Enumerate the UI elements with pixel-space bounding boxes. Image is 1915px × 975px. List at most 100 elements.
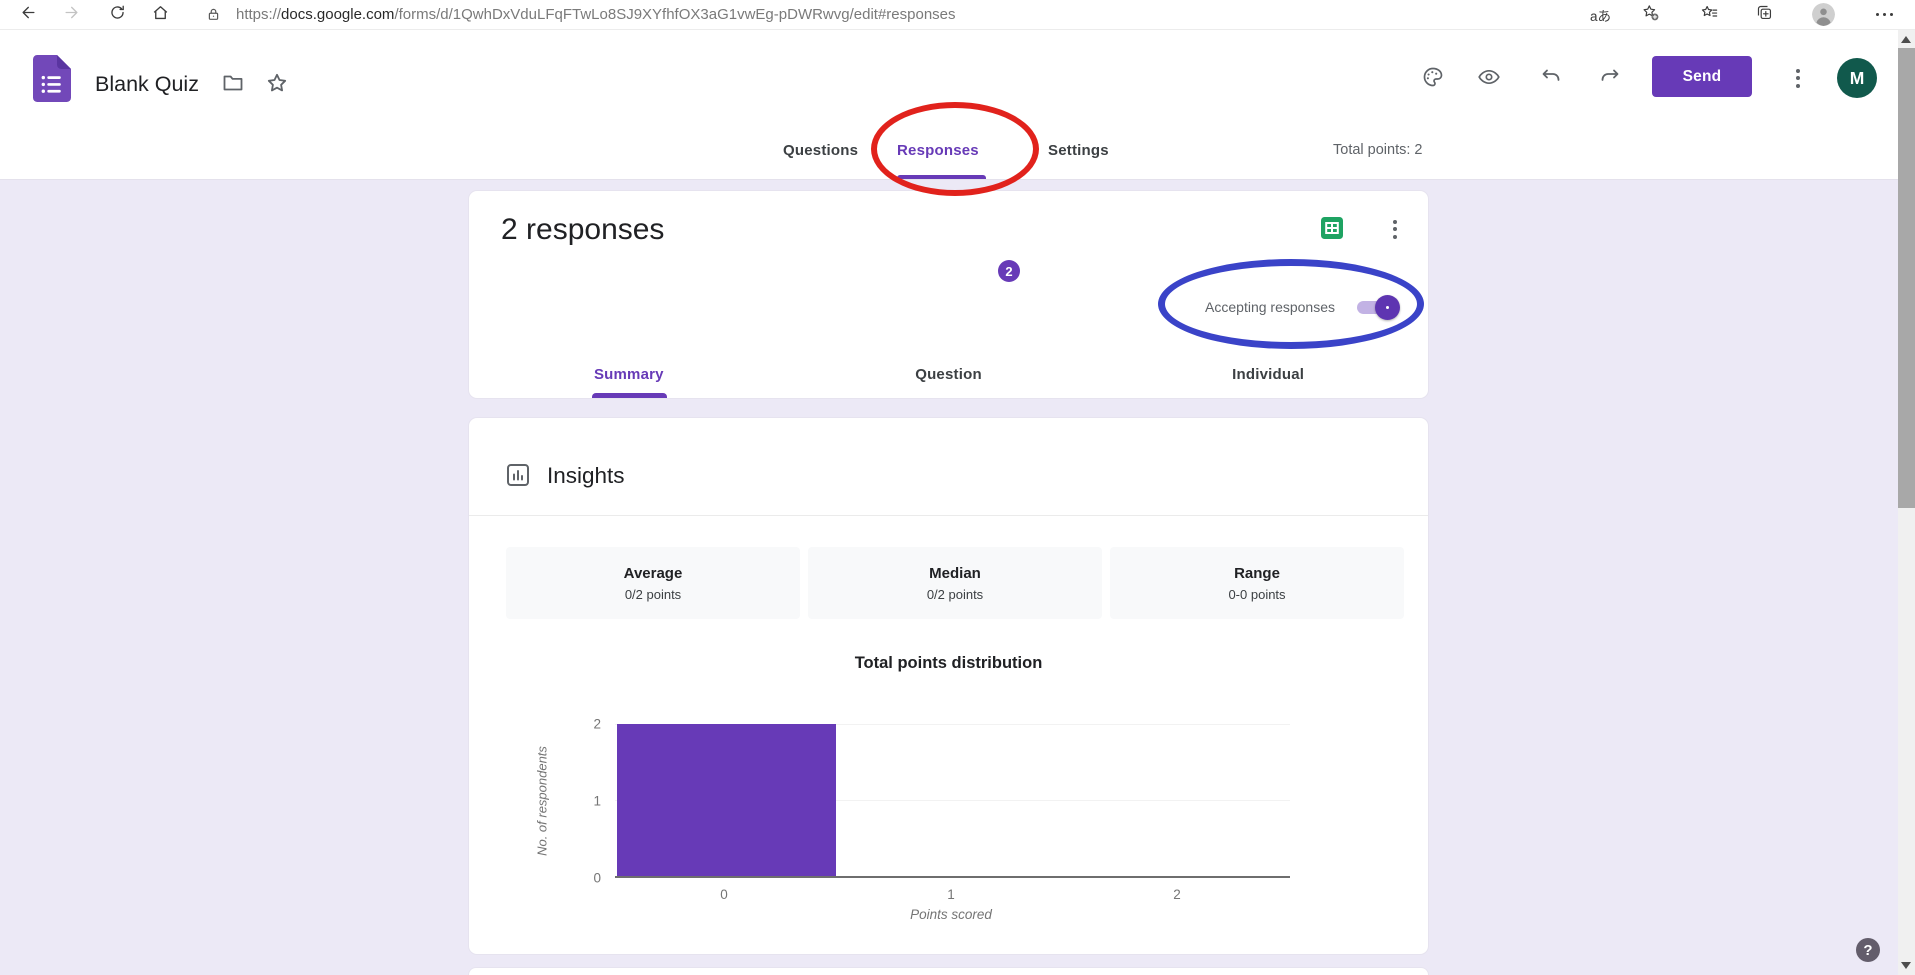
scrollbar-thumb[interactable] xyxy=(1898,48,1915,508)
chart-y-axis-label: No. of respondents xyxy=(534,746,550,856)
forward-icon xyxy=(63,3,82,27)
active-subtab-underline xyxy=(592,393,667,398)
responses-heading: 2 responses xyxy=(501,213,665,246)
add-favorite-button[interactable] xyxy=(1638,3,1662,27)
redo-icon xyxy=(1598,65,1622,94)
toggle-thumb xyxy=(1375,294,1400,320)
stat-median: Median 0/2 points xyxy=(808,547,1102,619)
preview-eye-icon xyxy=(1477,65,1501,94)
address-bar[interactable]: https://docs.google.com/forms/d/1QwhDxVd… xyxy=(236,0,956,29)
stats-row: Average 0/2 points Median 0/2 points Ran… xyxy=(506,547,1404,619)
y-tick: 0 xyxy=(593,870,601,886)
star-icon xyxy=(265,71,289,100)
stat-value: 0-0 points xyxy=(1228,586,1286,602)
favorites-icon xyxy=(1700,3,1719,27)
form-title[interactable]: Blank Quiz xyxy=(95,72,199,96)
forms-logo-icon[interactable] xyxy=(33,55,71,102)
help-button[interactable]: ? xyxy=(1856,938,1880,962)
gridline xyxy=(615,800,1290,801)
chart-x-axis-label: Points scored xyxy=(910,907,992,922)
stat-range: Range 0-0 points xyxy=(1110,547,1404,619)
stat-label: Average xyxy=(623,564,683,582)
chart-bar xyxy=(617,724,836,876)
browser-toolbar: https://docs.google.com/forms/d/1QwhDxVd… xyxy=(0,0,1915,30)
y-tick: 1 xyxy=(593,793,601,809)
page-scrollbar[interactable] xyxy=(1898,30,1915,975)
browser-menu-button[interactable] xyxy=(1876,0,1893,29)
subtab-summary[interactable]: Summary xyxy=(593,365,664,383)
bar-band xyxy=(615,724,840,876)
forms-header: Blank Quiz Send M xyxy=(0,30,1898,120)
stat-value: 0/2 points xyxy=(624,586,682,602)
stat-average: Average 0/2 points xyxy=(506,547,800,619)
insights-title: Insights xyxy=(547,463,625,488)
send-button[interactable]: Send xyxy=(1652,56,1752,97)
undo-icon xyxy=(1539,65,1563,94)
x-tick: 0 xyxy=(720,887,728,902)
lock-icon[interactable] xyxy=(205,6,223,24)
favorites-button[interactable] xyxy=(1697,3,1721,27)
url-protocol: https:// xyxy=(236,6,282,23)
collections-button[interactable] xyxy=(1752,3,1776,27)
insights-card: Insights Average 0/2 points Median 0/2 p… xyxy=(468,417,1429,955)
translate-icon: aあ xyxy=(1590,8,1612,24)
gridline xyxy=(615,724,1290,725)
scroll-up-arrow-icon[interactable] xyxy=(1901,36,1911,43)
tab-questions[interactable]: Questions xyxy=(783,141,859,159)
responses-card: 2 responses Accepting responses Summary … xyxy=(468,190,1429,399)
subtab-question[interactable]: Question xyxy=(915,365,982,383)
insights-chart-icon xyxy=(505,462,531,488)
next-card-edge xyxy=(468,967,1429,975)
y-tick: 2 xyxy=(593,716,601,732)
home-button[interactable] xyxy=(148,3,172,27)
redo-button[interactable] xyxy=(1597,66,1623,92)
points-distribution-chart xyxy=(615,724,1290,878)
add-favorite-icon xyxy=(1641,3,1660,27)
x-tick: 1 xyxy=(947,887,955,902)
browser-profile-button[interactable] xyxy=(1812,3,1835,26)
responses-count-badge: 2 xyxy=(998,260,1020,282)
x-tick: 2 xyxy=(1173,887,1181,902)
translate-button[interactable]: aあ xyxy=(1590,0,1611,29)
accepting-responses-label: Accepting responses xyxy=(1205,299,1335,315)
stat-label: Range xyxy=(1234,564,1280,582)
main-tab-bar: Questions Responses 2 Settings Total poi… xyxy=(0,120,1898,282)
view-in-sheets-button[interactable] xyxy=(1321,217,1345,241)
subtab-individual[interactable]: Individual xyxy=(1232,365,1305,383)
scroll-down-arrow-icon[interactable] xyxy=(1901,962,1911,969)
total-points-label: Total points: 2 xyxy=(1333,142,1423,158)
back-icon xyxy=(18,3,37,27)
active-tab-underline xyxy=(897,175,986,179)
url-path: /forms/d/1QwhDxVduLFqFTwLo8SJ9XYfhfOX3aG… xyxy=(394,6,956,23)
stat-value: 0/2 points xyxy=(926,586,984,602)
header-more-menu-button[interactable] xyxy=(1786,66,1810,90)
stat-label: Median xyxy=(929,564,981,582)
folder-icon xyxy=(221,71,245,100)
response-view-subtabs: Summary Question Individual xyxy=(469,350,1428,398)
collections-icon xyxy=(1755,3,1774,27)
responses-more-menu-button[interactable] xyxy=(1383,217,1407,241)
refresh-button[interactable] xyxy=(105,3,129,27)
tab-responses[interactable]: Responses xyxy=(897,141,979,159)
profile-icon xyxy=(1812,3,1835,26)
home-icon xyxy=(151,3,170,27)
back-button[interactable] xyxy=(15,3,39,27)
undo-button[interactable] xyxy=(1538,66,1564,92)
chart-title: Total points distribution xyxy=(854,654,1043,672)
move-to-folder-button[interactable] xyxy=(220,72,246,98)
forward-button[interactable] xyxy=(60,3,84,27)
preview-button[interactable] xyxy=(1476,66,1502,92)
account-avatar[interactable]: M xyxy=(1837,58,1877,98)
refresh-icon xyxy=(108,3,127,27)
customize-theme-button[interactable] xyxy=(1420,66,1446,92)
divider xyxy=(469,515,1428,516)
url-domain: docs.google.com xyxy=(281,6,395,23)
sheets-icon xyxy=(1321,217,1343,243)
tab-settings[interactable]: Settings xyxy=(1048,141,1109,159)
accepting-responses-toggle[interactable] xyxy=(1357,294,1400,320)
star-form-button[interactable] xyxy=(264,72,290,98)
bar-band xyxy=(840,724,1065,876)
accepting-responses-row: Accepting responses xyxy=(1205,293,1401,321)
palette-icon xyxy=(1421,65,1445,94)
